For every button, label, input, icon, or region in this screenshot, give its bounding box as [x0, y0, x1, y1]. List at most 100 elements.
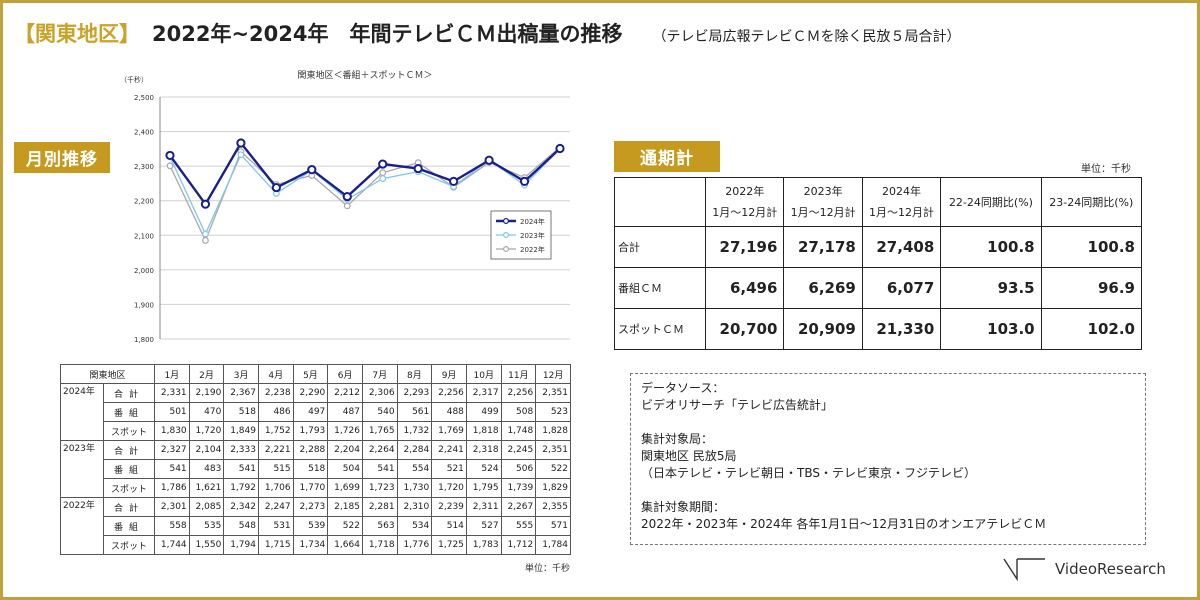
monthly-cell: 531 — [257, 516, 294, 536]
monthly-cell: 2,351 — [535, 383, 571, 403]
monthly-cell: 488 — [431, 402, 467, 422]
monthly-row: スポット 1,786 1,621 1,792 1,706 1,770 1,699 1,723 1… — [61, 478, 571, 498]
month-header: 9月 — [431, 364, 467, 384]
summary-cell: 93.5 — [940, 267, 1042, 309]
monthly-cell: 1,770 — [292, 478, 329, 498]
monthly-cell: 501 — [154, 402, 190, 422]
source-line: 集計対象期間： — [641, 500, 726, 514]
monthly-cell: 1,732 — [396, 421, 433, 441]
data-point — [519, 176, 530, 186]
monthly-row: 2022年 合計 2,301 2,085 2,342 2,247 2,273 2,185 2,2… — [60, 497, 571, 555]
data-point — [484, 155, 494, 165]
summary-column-header: 23-24同期比(%) — [1040, 177, 1143, 227]
monthly-cell: 522 — [535, 459, 571, 479]
monthly-cell: 1,786 — [154, 478, 190, 498]
row-kind-label: 合計 — [103, 497, 155, 517]
monthly-cell: 2,212 — [327, 383, 363, 403]
monthly-cell: 1,784 — [535, 535, 571, 555]
monthly-cell: 1,748 — [500, 421, 537, 441]
monthly-tag: 月別推移 — [14, 142, 110, 173]
source-line: データソース： — [641, 381, 725, 395]
source-line: 2022年・2023年・2024年 各年1月1日～12月31日のオンエアテレビＣ… — [641, 517, 1047, 531]
monthly-cell: 486 — [257, 402, 294, 422]
monthly-cell: 1,793 — [292, 421, 329, 441]
monthly-cell: 518 — [292, 459, 329, 479]
monthly-cell: 2,221 — [257, 440, 294, 460]
monthly-cell: 541 — [361, 459, 398, 479]
summary-row-label: スポットＣＭ — [614, 308, 706, 350]
brand-mark-icon — [1003, 558, 1045, 581]
monthly-cell: 2,301 — [154, 497, 190, 517]
monthly-cell: 1,752 — [257, 421, 294, 441]
month-header: 2月 — [188, 364, 225, 384]
monthly-cell: 1,723 — [361, 478, 398, 498]
summary-cell: 102.0 — [1040, 308, 1143, 350]
monthly-cell: 2,293 — [396, 383, 433, 403]
monthly-row: スポット 1,830 1,720 1,849 1,752 1,793 1,726 1,765 1… — [61, 421, 571, 441]
monthly-cell: 1,725 — [431, 535, 467, 555]
summary-cell: 6,077 — [861, 267, 942, 309]
summary-cell: 27,196 — [704, 226, 785, 268]
month-header: 11月 — [500, 364, 537, 384]
row-kind-label: 合計 — [103, 440, 155, 460]
summary-row-label: 合計 — [614, 226, 706, 268]
row-kind-label: 番組 — [103, 516, 155, 536]
monthly-cell: 2,241 — [431, 440, 467, 460]
monthly-cell: 2,367 — [223, 383, 259, 403]
monthly-cell: 2,331 — [154, 383, 190, 403]
month-header: 4月 — [257, 364, 294, 384]
monthly-cell: 1,550 — [188, 535, 225, 555]
monthly-cell: 524 — [465, 459, 502, 479]
source-line: ビデオリサーチ「テレビ広告統計」 — [641, 398, 834, 412]
summary-row: 合計 27,196 27,178 27,408 100.8 100.8 — [614, 226, 1143, 268]
monthly-cell: 1,734 — [292, 535, 329, 555]
legend-label: 2024年 — [520, 217, 545, 226]
monthly-cell: 558 — [154, 516, 190, 536]
data-point — [236, 138, 246, 148]
series-line — [169, 140, 561, 207]
monthly-cell: 2,239 — [431, 497, 467, 517]
y-tick-label: 1,900 — [134, 301, 154, 309]
row-kind-label: 番組 — [103, 402, 155, 422]
data-point — [165, 150, 175, 161]
data-point — [379, 175, 387, 182]
monthly-cell: 2,306 — [361, 383, 398, 403]
data-point — [449, 176, 459, 186]
summary-cell: 21,330 — [861, 308, 942, 350]
monthly-cell: 541 — [154, 459, 190, 479]
summary-row-label: 番組ＣＭ — [614, 267, 706, 309]
row-kind-label: 番組 — [103, 459, 155, 479]
monthly-cell: 1,818 — [465, 421, 502, 441]
monthly-cell: 1,795 — [465, 478, 502, 498]
y-tick-label: 2,200 — [134, 198, 154, 206]
monthly-cell: 2,267 — [500, 497, 537, 517]
monthly-cell: 2,273 — [292, 497, 329, 517]
monthly-unit: 単位：千秒 — [525, 564, 571, 574]
monthly-row: 2023年 合計 2,327 2,104 2,333 2,221 2,288 2,204 2,2… — [60, 440, 571, 498]
monthly-cell: 571 — [535, 516, 571, 536]
month-header: 6月 — [327, 364, 363, 384]
monthly-cell: 487 — [327, 402, 363, 422]
monthly-cell: 554 — [396, 459, 433, 479]
summary-cell: 20,700 — [704, 308, 785, 350]
monthly-cell: 2,281 — [361, 497, 398, 517]
monthly-cell: 2,311 — [465, 497, 502, 517]
monthly-cell: 555 — [500, 516, 537, 536]
data-point — [237, 151, 245, 159]
summary-cell: 27,178 — [783, 226, 863, 268]
monthly-cell: 527 — [465, 516, 502, 536]
monthly-cell: 497 — [292, 402, 329, 422]
monthly-cell: 1,828 — [535, 421, 571, 441]
monthly-cell: 535 — [188, 516, 225, 536]
summary-row: 番組ＣＭ 6,496 6,269 6,077 93.5 96.9 — [614, 267, 1143, 309]
monthly-cell: 1,792 — [223, 478, 259, 498]
year-label: 2022年 — [60, 497, 104, 555]
monthly-cell: 1,726 — [327, 421, 363, 441]
monthly-cell: 1,769 — [431, 421, 467, 441]
brand-name: VideoResearch — [1055, 560, 1166, 578]
year-label: 2023年 — [60, 440, 104, 498]
source-box: データソース： ビデオリサーチ「テレビ広告統計」 集計対象局： 関東地区 民放5局 （… — [630, 373, 1146, 545]
summary-column-header: 2024年 1月～12月計 — [861, 177, 942, 227]
monthly-cell: 2,104 — [188, 440, 225, 460]
